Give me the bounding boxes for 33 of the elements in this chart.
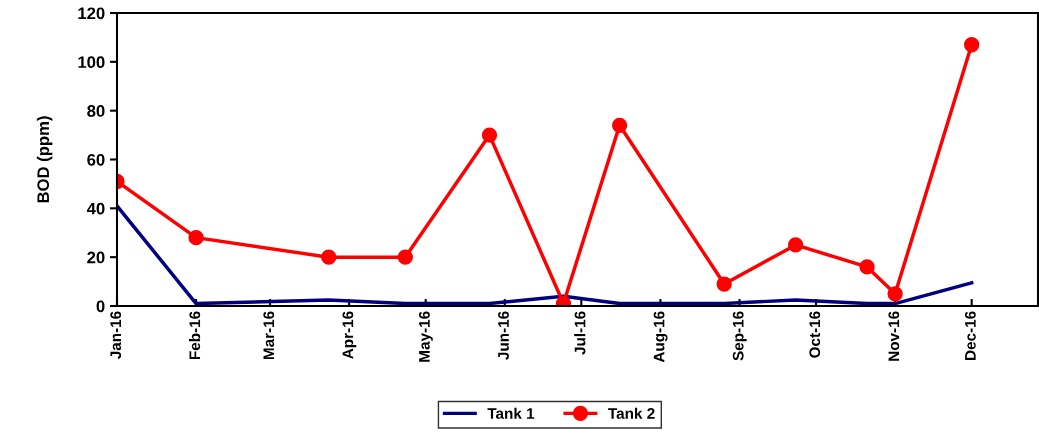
point xyxy=(481,127,498,143)
y-tick-label: 100 xyxy=(78,56,105,69)
x-tick-label: Sep-16 xyxy=(732,311,747,361)
point xyxy=(887,286,903,302)
x-tick-label: Nov-16 xyxy=(888,311,900,361)
y-tick-label: 20 xyxy=(87,251,105,264)
x-tick-label: Aug-16 xyxy=(653,311,668,363)
point xyxy=(787,237,804,253)
y-tick-label: 120 xyxy=(78,7,105,20)
x-tick-label: Apr-16 xyxy=(342,311,357,359)
x-tick-label: Jul-16 xyxy=(574,311,586,355)
x-tick-label: Jan-16 xyxy=(110,311,122,360)
x-tick-label: Oct-16 xyxy=(809,311,821,358)
y-tick-label: 80 xyxy=(87,105,105,117)
y-axis-title: BOD (ppm) xyxy=(36,116,53,203)
x-tick-label: Feb-16 xyxy=(188,311,201,360)
y-tick-label: 60 xyxy=(87,153,105,166)
x-tick-label: Mar-16 xyxy=(263,311,275,360)
point xyxy=(964,37,980,53)
y-tick-label: 40 xyxy=(86,202,105,215)
point xyxy=(859,259,875,275)
x-tick-label: May-16 xyxy=(418,311,433,362)
point xyxy=(321,249,337,265)
point xyxy=(397,249,413,265)
x-tick-label: Dec-16 xyxy=(964,311,976,360)
legend-label: Tank 1 xyxy=(487,407,535,419)
line-series xyxy=(117,204,974,306)
legend-label: Tank 2 xyxy=(608,407,655,419)
y-tick-label: 0 xyxy=(96,300,105,313)
point xyxy=(716,276,732,292)
point xyxy=(188,229,204,246)
x-tick-label: Jun-16 xyxy=(498,311,509,360)
point xyxy=(611,117,628,133)
